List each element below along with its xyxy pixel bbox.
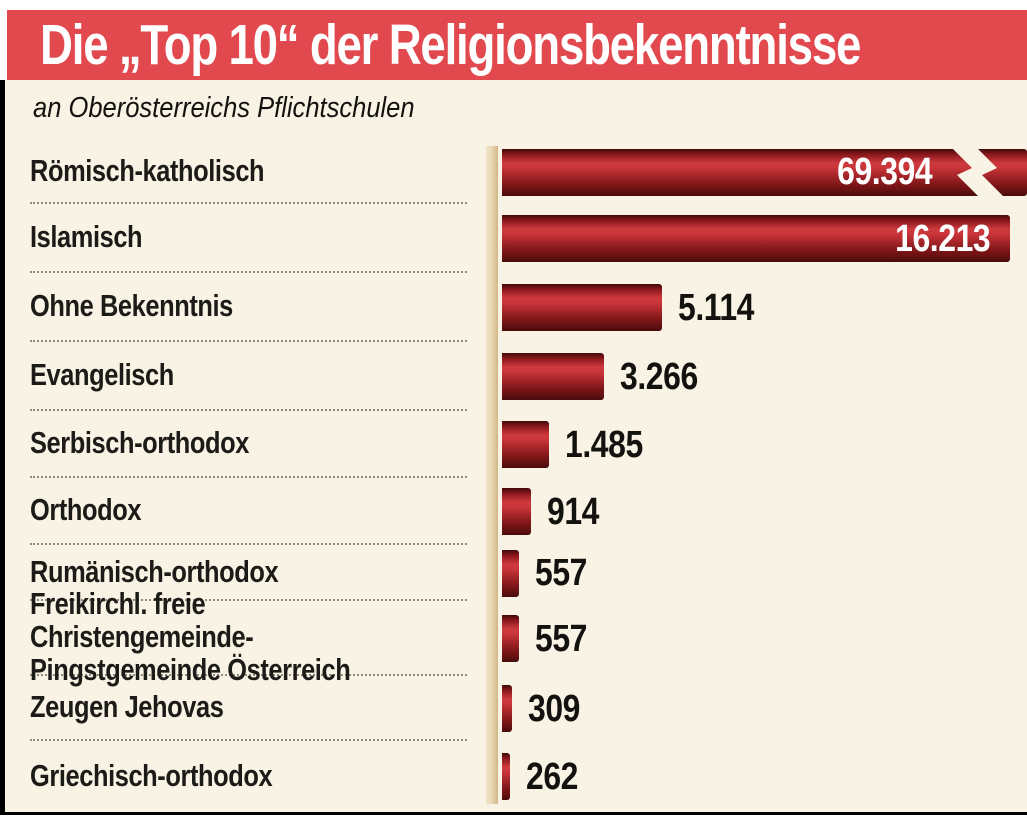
category-label: Evangelisch [30, 357, 174, 393]
category-label: Rumänisch-orthodox [30, 553, 279, 589]
bar-cell: 5.114 [467, 273, 1027, 342]
category-label-cell: Zeugen Jehovas [30, 676, 467, 741]
bar-cell: 3.266 [467, 342, 1027, 411]
chart-subtitle: an Oberösterreichs Pflichtschulen [33, 92, 415, 124]
chart-row: Zeugen Jehovas 309 [5, 676, 1027, 741]
category-label-cell: Serbisch-orthodox [30, 411, 467, 478]
bar [502, 488, 531, 535]
chart-row: Griechisch-orthodox 262 [5, 741, 1027, 812]
bar: 16.213 [502, 215, 1010, 262]
bar-cell: 557 [467, 545, 1027, 601]
category-label-cell: Rumänisch-orthodox [30, 545, 467, 601]
chart-row: Orthodox 914 [5, 478, 1027, 545]
category-label: Ohne Bekenntnis [30, 288, 233, 324]
bar-value: 16.213 [894, 217, 991, 260]
category-label-cell: Römisch-katholisch [30, 140, 467, 204]
bar-value: 69.394 [836, 151, 933, 193]
bar-value: 309 [528, 687, 581, 730]
axis-line [486, 146, 498, 804]
category-label: Islamisch [30, 219, 143, 255]
bar: 69.394 [502, 148, 1027, 196]
bar [502, 615, 519, 662]
chart-panel: an Oberösterreichs Pflichtschulen Römisc… [0, 80, 1027, 815]
bar-value: 914 [547, 490, 600, 533]
bar [502, 353, 604, 400]
category-label: Römisch-katholisch [30, 152, 265, 188]
chart-row: Islamisch 16.213 [5, 204, 1027, 273]
category-label-cell: Ohne Bekenntnis [30, 273, 467, 342]
bar-cell: 557 [467, 601, 1027, 676]
category-label: Orthodox [30, 492, 142, 528]
category-label: Griechisch-orthodox [30, 758, 273, 794]
chart-row: Freikirchl. freie Christengemeinde- Ping… [5, 587, 1027, 686]
bar-cell: 1.485 [467, 411, 1027, 478]
chart-row: Serbisch-orthodox 1.485 [5, 411, 1027, 478]
bar-cell: 69.394 [467, 140, 1027, 204]
chart-row: Ohne Bekenntnis 5.114 [5, 273, 1027, 342]
bar [502, 685, 512, 732]
bar [502, 284, 662, 331]
bar-cell: 16.213 [467, 204, 1027, 273]
bar-value: 557 [535, 617, 588, 660]
category-label-cell: Griechisch-orthodox [30, 741, 467, 812]
bar-cell: 262 [467, 741, 1027, 812]
category-label-cell: Orthodox [30, 478, 467, 545]
bar-value: 5.114 [678, 286, 755, 329]
bar [502, 421, 549, 468]
chart-title: Die „Top 10“ der Religionsbekenntnisse [40, 12, 861, 77]
chart-row: Rumänisch-orthodox 557 [5, 545, 1027, 601]
bar-value: 557 [535, 552, 588, 594]
chart-row: Römisch-katholisch 69.394 [5, 140, 1027, 204]
bar-value: 1.485 [565, 423, 643, 466]
category-label-cell: Freikirchl. freie Christengemeinde- Ping… [30, 587, 467, 686]
bar-value: 262 [526, 755, 579, 798]
bar-cell: 309 [467, 676, 1027, 741]
bar-break-icon [953, 148, 1003, 196]
bar-value: 3.266 [620, 355, 698, 398]
title-banner: Die „Top 10“ der Religionsbekenntnisse [7, 10, 1027, 80]
bar [502, 549, 519, 597]
category-label: Zeugen Jehovas [30, 689, 224, 725]
category-label: Serbisch-orthodox [30, 425, 250, 461]
bar-chart: Römisch-katholisch 69.394 Islamisch 16.213 O… [5, 140, 1027, 812]
bar-cell: 914 [467, 478, 1027, 545]
category-label-cell: Islamisch [30, 204, 467, 273]
bar [502, 753, 510, 800]
chart-row: Evangelisch 3.266 [5, 342, 1027, 411]
category-label-cell: Evangelisch [30, 342, 467, 411]
category-label: Freikirchl. freie Christengemeinde- Ping… [30, 586, 351, 687]
